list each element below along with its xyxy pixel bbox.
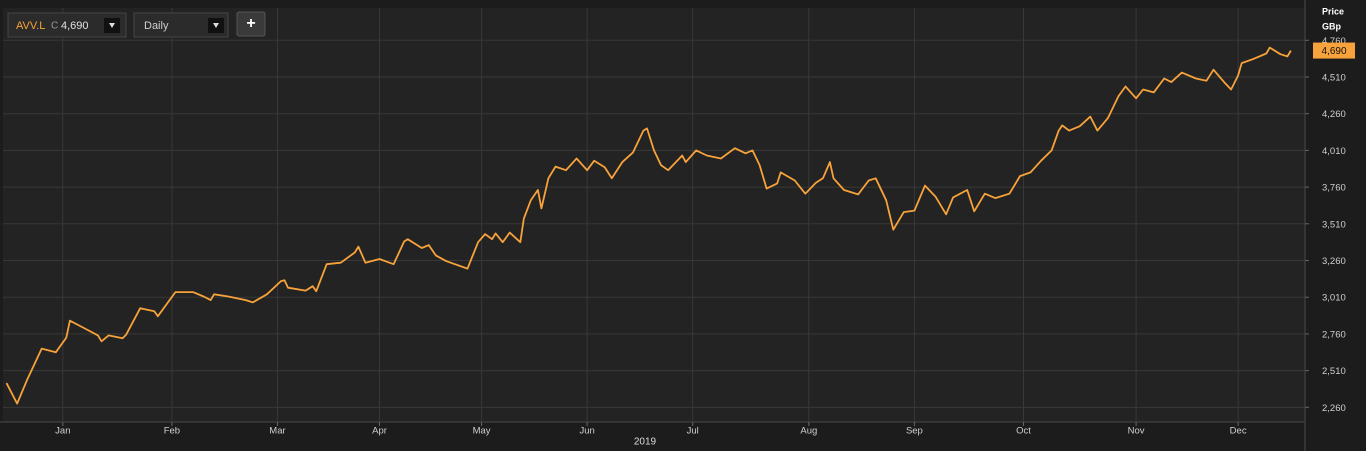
x-tick-label: Mar bbox=[269, 426, 285, 437]
add-icon: + bbox=[246, 15, 255, 32]
symbol: AVV.L bbox=[16, 20, 45, 32]
x-tick-label: May bbox=[473, 426, 491, 437]
x-tick-label: Feb bbox=[164, 426, 180, 437]
x-tick-label: Aug bbox=[800, 426, 817, 437]
last-price-label: 4,690 bbox=[1321, 46, 1346, 57]
y-tick-label: 2,760 bbox=[1322, 329, 1346, 340]
interval: Daily bbox=[144, 20, 169, 32]
y-tick-label: 3,760 bbox=[1322, 183, 1346, 194]
plot-area bbox=[3, 8, 1305, 422]
toolbar: AVV.L C 4,690 Daily + bbox=[7, 11, 266, 38]
y-tick-label: 4,510 bbox=[1322, 73, 1346, 84]
x-tick-label: Dec bbox=[1230, 426, 1247, 437]
x-tick-label: Nov bbox=[1128, 426, 1145, 437]
y-tick-label: 4,760 bbox=[1322, 36, 1346, 47]
y-tick-label: 3,010 bbox=[1322, 293, 1346, 304]
axis-title: Price bbox=[1322, 6, 1344, 16]
marks bbox=[5, 46, 1292, 405]
last-price-tag bbox=[1313, 42, 1355, 59]
x-tick-label: Apr bbox=[372, 426, 387, 437]
y-tick-label: 4,010 bbox=[1322, 146, 1346, 157]
arrow-icon bbox=[213, 23, 219, 28]
year-label: 2019 bbox=[634, 437, 657, 448]
x-tick-label: Sep bbox=[906, 426, 923, 437]
axis-title: GBp bbox=[1322, 21, 1342, 31]
x-tick-label: Jun bbox=[579, 426, 594, 437]
x-tick-label: Oct bbox=[1016, 426, 1031, 437]
price-line bbox=[5, 46, 1292, 405]
x-tick-label: Jan bbox=[55, 426, 70, 437]
y-tick-label: 2,510 bbox=[1322, 366, 1346, 377]
y-tick-label: 3,510 bbox=[1322, 219, 1346, 230]
arrow-icon bbox=[109, 23, 115, 28]
close-prefix: C bbox=[51, 21, 58, 32]
y-tick-label: 3,260 bbox=[1322, 256, 1346, 267]
x-tick-label: Jul bbox=[687, 426, 699, 437]
y-tick-label: 4,260 bbox=[1322, 109, 1346, 120]
y-tick-label: 2,260 bbox=[1322, 403, 1346, 414]
close-value: 4,690 bbox=[61, 20, 89, 32]
add-button[interactable] bbox=[236, 11, 266, 37]
